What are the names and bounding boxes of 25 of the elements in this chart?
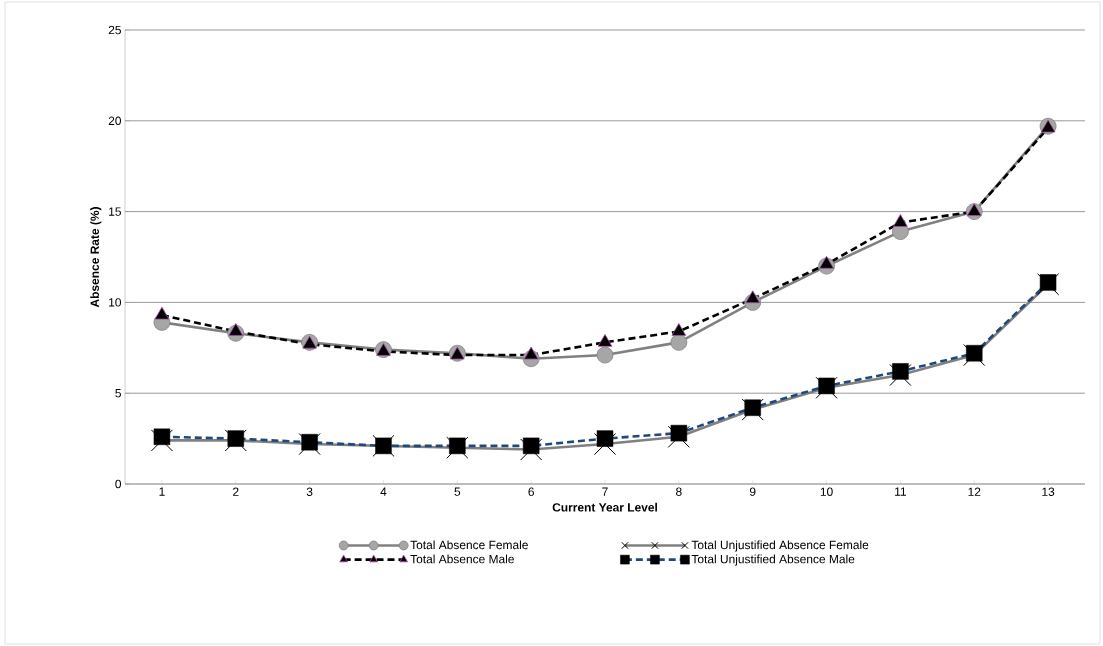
legend-label: Total Unjustified Absence Female [691,540,869,552]
y-tick-label: 15 [109,207,121,216]
x-tick-label: 2 [233,487,239,496]
y-tick-label: 20 [108,116,122,126]
x-tick-label: 11 [895,487,907,496]
x-tick-label: 6 [528,487,534,496]
legend-label: Total Absence Female [410,540,528,550]
x-tick-label: 3 [306,487,313,496]
legend-label: Total Absence Male [410,554,514,564]
y-tick-label: 10 [109,298,122,307]
x-axis-title: Current Year Level [552,502,657,512]
y-tick-label: 0 [115,479,122,489]
x-tick-label: 5 [454,487,461,496]
x-tick-label: 12 [968,487,981,496]
x-tick-label: 4 [380,487,387,496]
y-tick-label: 5 [115,389,121,398]
x-tick-label: 1 [159,487,165,496]
y-axis-title: Absence Rate (%) [90,207,102,308]
x-tick-label: 13 [1042,487,1055,496]
x-tick-label: 9 [749,487,756,496]
y-tick-label: 25 [108,25,121,35]
x-tick-label: 7 [602,487,608,496]
legend-label: Total Unjustified Absence Male [691,554,855,566]
x-tick-label: 8 [676,487,682,496]
x-tick-label: 10 [820,487,833,496]
